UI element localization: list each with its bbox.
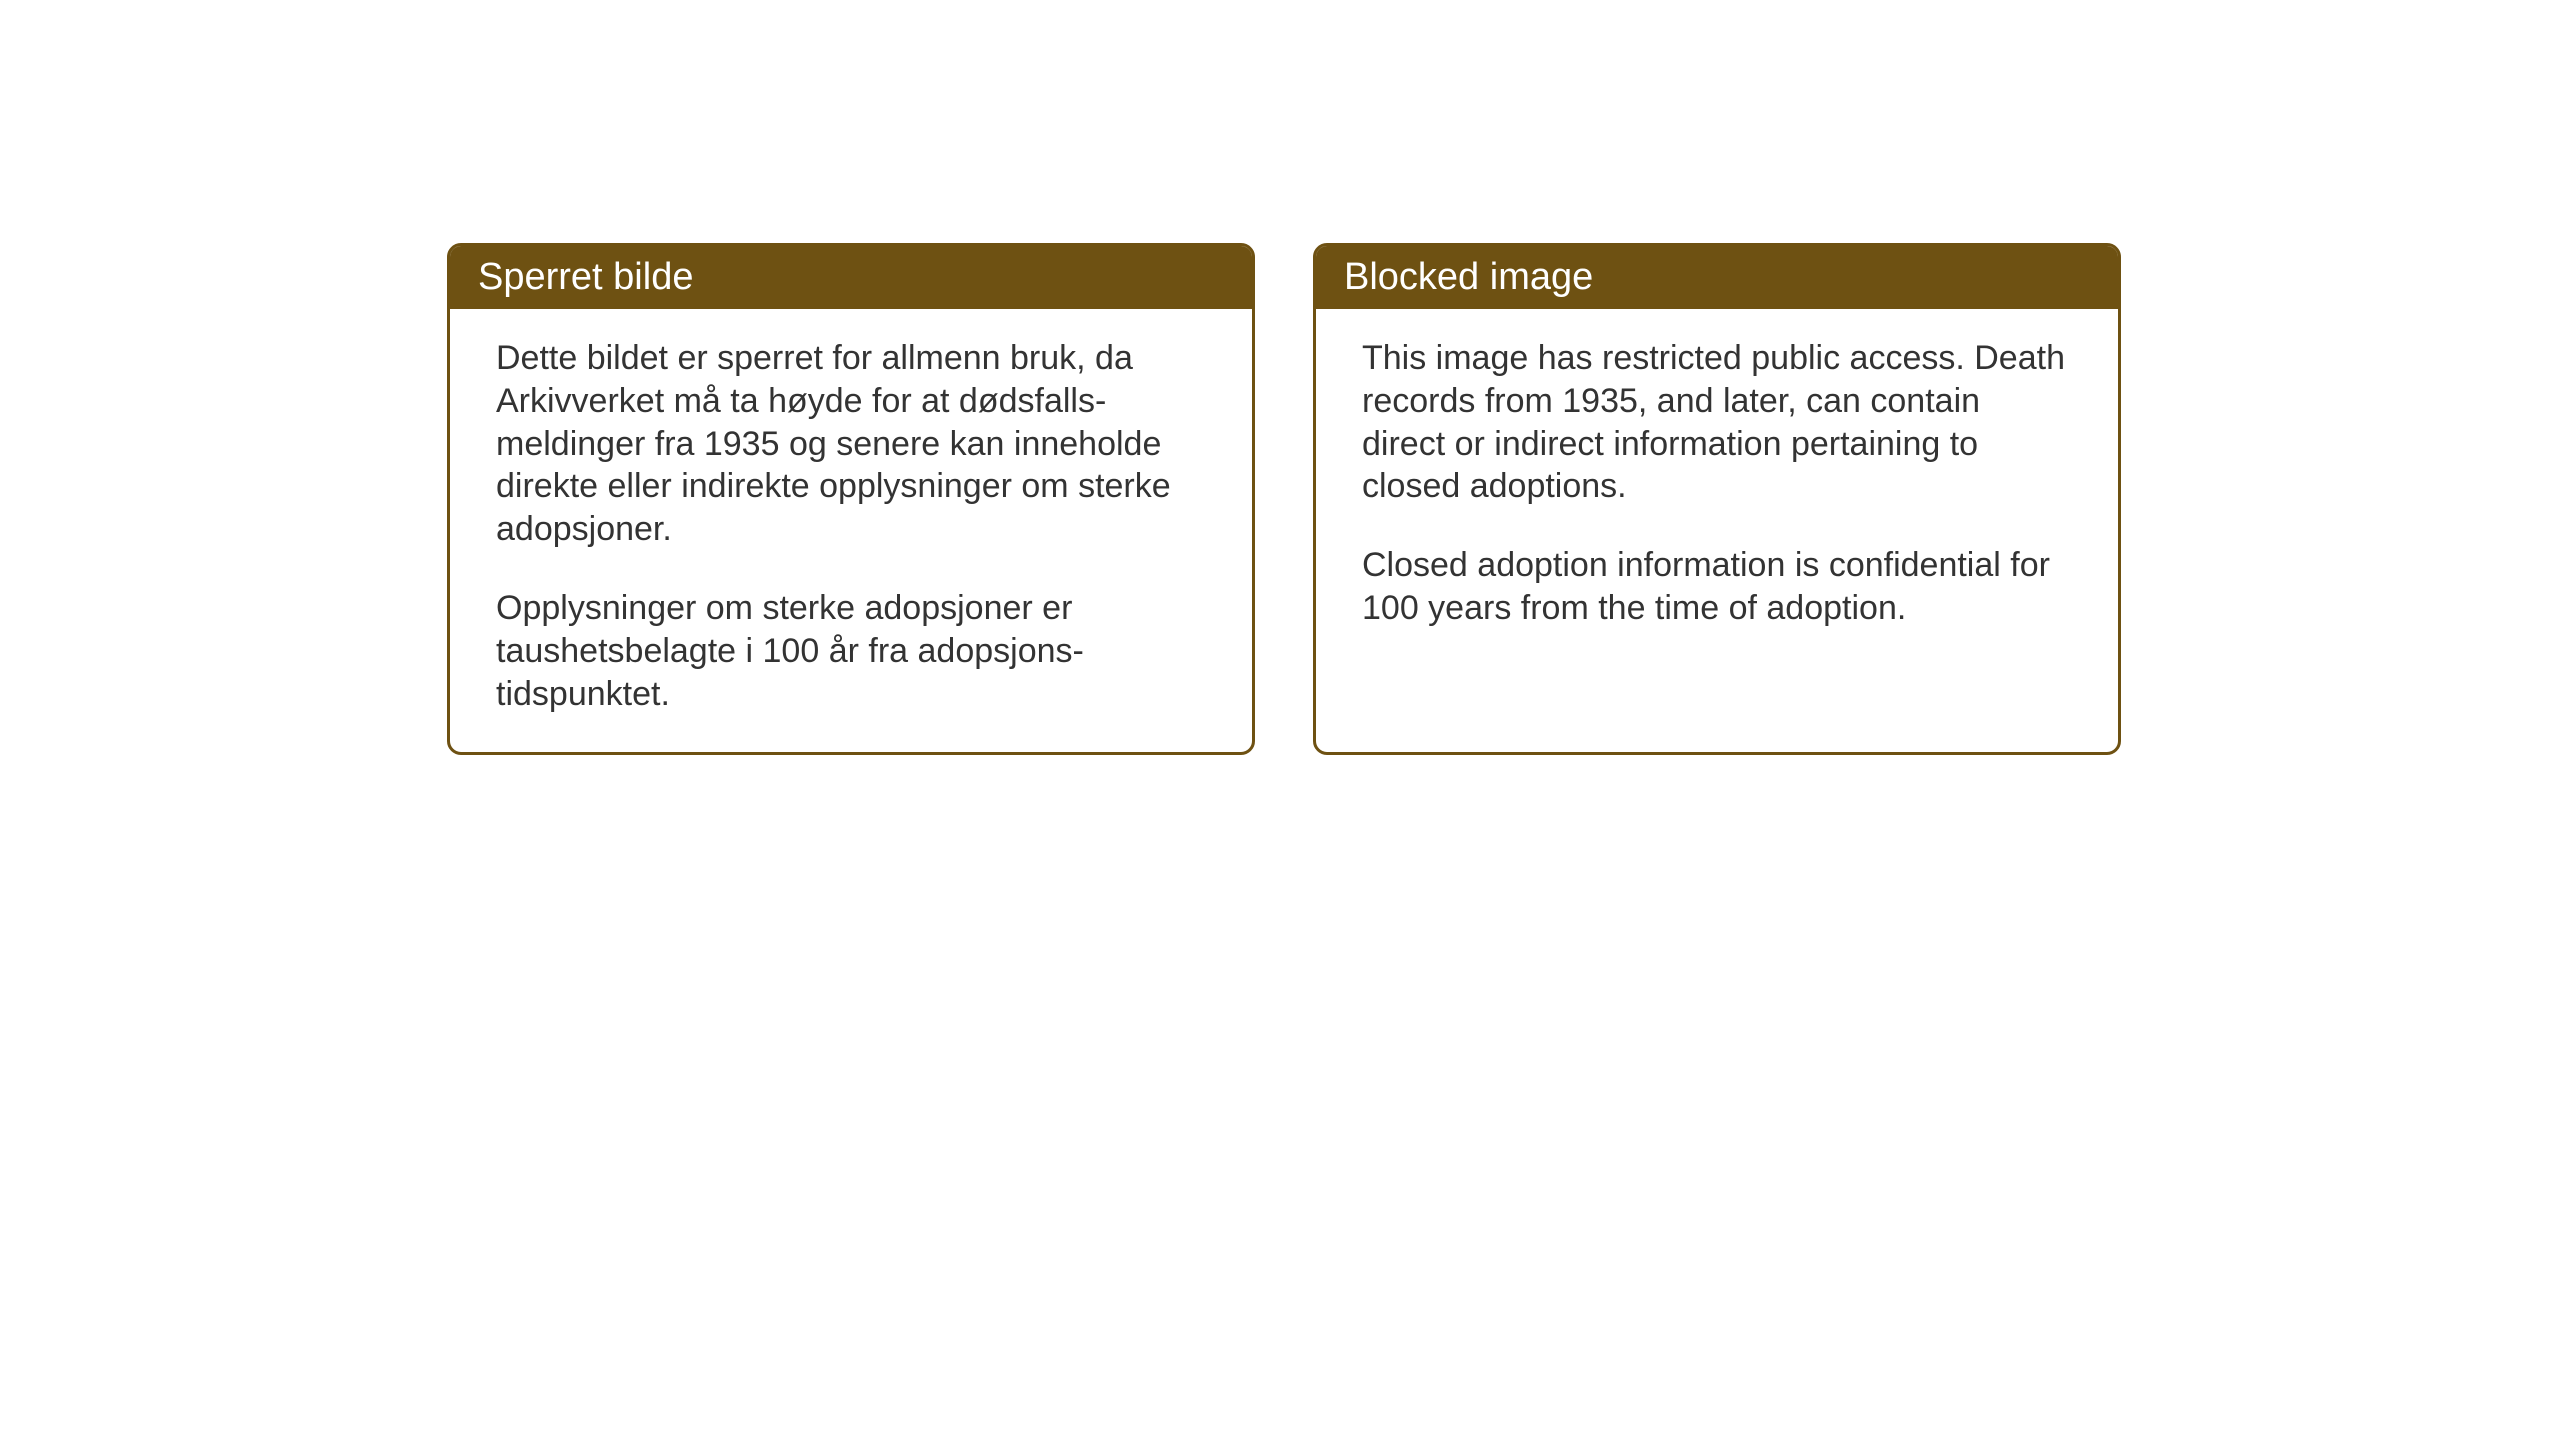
card-english-header: Blocked image bbox=[1316, 246, 2118, 309]
cards-container: Sperret bilde Dette bildet er sperret fo… bbox=[447, 243, 2121, 755]
card-norwegian-paragraph2: Opplysninger om sterke adopsjoner er tau… bbox=[496, 587, 1206, 715]
card-norwegian-header: Sperret bilde bbox=[450, 246, 1252, 309]
card-english: Blocked image This image has restricted … bbox=[1313, 243, 2121, 755]
card-english-paragraph2: Closed adoption information is confident… bbox=[1362, 544, 2072, 630]
card-norwegian: Sperret bilde Dette bildet er sperret fo… bbox=[447, 243, 1255, 755]
card-norwegian-body: Dette bildet er sperret for allmenn bruk… bbox=[450, 309, 1252, 752]
card-norwegian-paragraph1: Dette bildet er sperret for allmenn bruk… bbox=[496, 337, 1206, 551]
card-english-body: This image has restricted public access.… bbox=[1316, 309, 2118, 666]
card-english-title: Blocked image bbox=[1344, 256, 1593, 298]
card-norwegian-title: Sperret bilde bbox=[478, 256, 693, 298]
card-english-paragraph1: This image has restricted public access.… bbox=[1362, 337, 2072, 508]
